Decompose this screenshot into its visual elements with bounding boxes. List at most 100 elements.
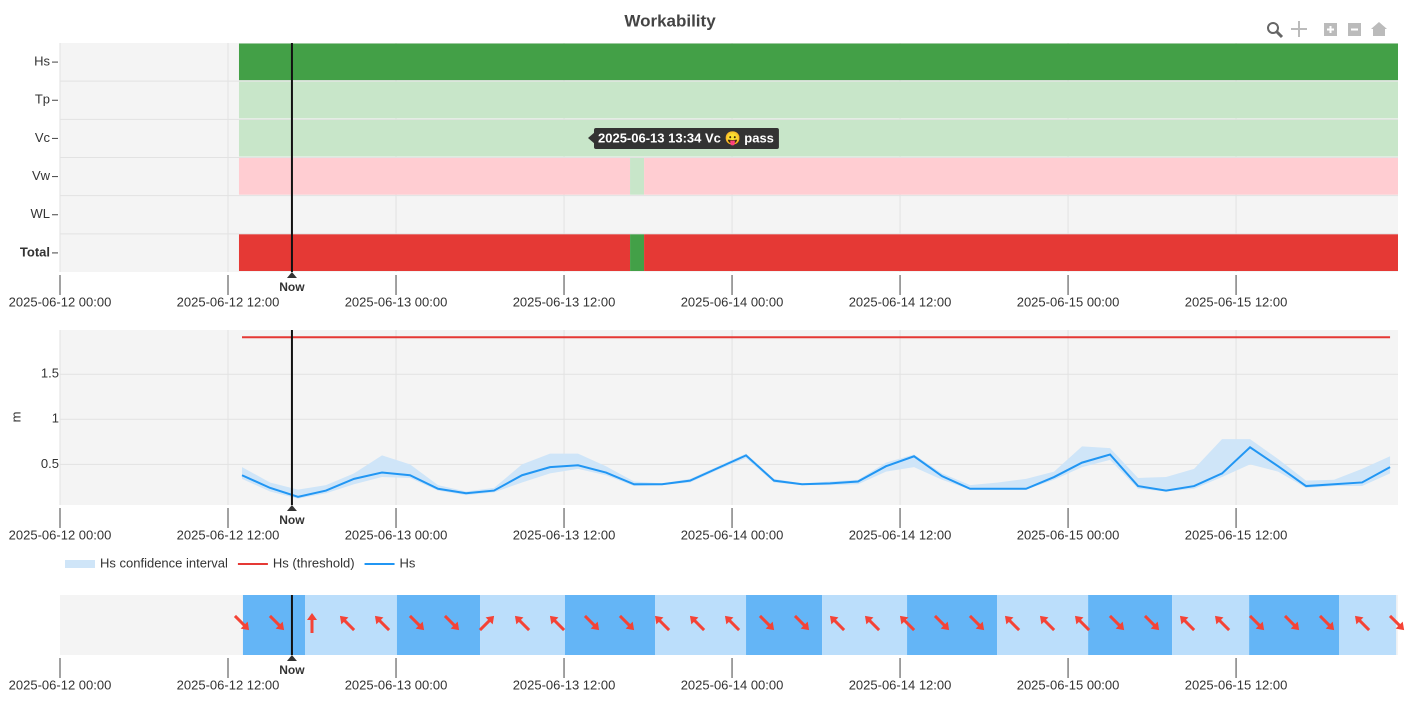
direction-arrow [689,615,706,632]
direction-arrow [968,614,985,631]
y-tick-label: 1 [52,411,59,426]
x-tick-label: 2025-06-13 00:00 [345,527,448,542]
x-tick-label: 2025-06-12 12:00 [177,527,280,542]
direction-arrow [1108,614,1125,631]
legend-label: Hs confidence interval [100,555,228,570]
arrow-shaft [618,614,632,628]
tooltip-pointer [588,132,595,144]
period-band [822,595,908,655]
status-segment [630,158,645,195]
arrow-shaft [1357,618,1371,632]
direction-arrow [514,615,531,632]
x-tick-label: 2025-06-13 12:00 [513,677,616,692]
x-tick-label: 2025-06-13 00:00 [345,294,448,309]
pan-button[interactable] [1291,21,1307,37]
tooltip: 2025-06-13 13:34 Vc 😛 pass [588,128,779,149]
direction-arrow [1143,614,1160,631]
arrow-head [1004,615,1014,625]
arrow-shaft [408,614,422,628]
arrow-shaft [1388,614,1402,628]
now-label: Now [279,280,305,294]
x-tick-label: 2025-06-15 12:00 [1185,294,1288,309]
arrow-shaft [1283,614,1297,628]
arrow-head [800,621,810,631]
direction-arrow [793,614,810,631]
direction-arrow [339,615,356,632]
arrow-head [940,621,950,631]
direction-arrow [899,615,916,632]
arrow-head [899,615,909,625]
arrow-shaft [1182,618,1196,632]
arrow-shaft [377,618,391,632]
x-tick-label: 2025-06-14 12:00 [849,677,952,692]
direction-arrow [478,615,495,632]
period-band [746,595,823,655]
reset-button[interactable] [1371,22,1387,36]
zoom-button[interactable] [1267,22,1284,39]
now-triangle [286,505,297,511]
x-tick-label: 2025-06-15 12:00 [1185,527,1288,542]
arrow-head [1325,621,1335,631]
status-segment [644,234,1398,271]
y-tick-label: Hs [34,54,50,69]
status-segment [238,81,1398,119]
arrow-shaft [1042,618,1056,632]
period-band [1172,595,1250,655]
arrow-head [765,621,775,631]
arrow-shaft [902,618,916,632]
arrow-head [514,615,524,625]
arrow-shaft [1143,614,1157,628]
arrow-shaft [268,614,282,628]
direction-arrow [1039,615,1056,632]
arrow-head [1179,615,1189,625]
direction-arrow [1283,614,1300,631]
zoom-out-button[interactable] [1348,23,1361,36]
status-segment [238,234,631,271]
arrow-shaft [968,614,982,628]
status-segment [238,158,631,195]
period-band [1088,595,1173,655]
arrow-shaft [832,618,846,632]
arrow-shaft [758,614,772,628]
arrow-head [307,613,318,620]
direction-arrow [408,614,425,631]
arrow-shaft [583,614,597,628]
direction-arrow [1179,615,1196,632]
arrow-head [654,615,664,625]
arrow-head [450,621,460,631]
x-tick-label: 2025-06-14 00:00 [681,527,784,542]
arrow-head [275,621,285,631]
arrow-shaft [1077,618,1091,632]
arrow-head [1354,615,1364,625]
direction-arrow [443,614,460,631]
status-segment [644,158,1398,195]
direction-arrow [618,614,635,631]
x-tick-label: 2025-06-15 00:00 [1017,677,1120,692]
arrow-head [829,615,839,625]
direction-arrow [374,615,391,632]
now-label: Now [279,513,305,527]
arrow-shaft [233,614,247,628]
tooltip-text: 2025-06-13 13:34 Vc 😛 pass [598,130,774,146]
arrow-head [975,621,985,631]
direction-arrow [1214,615,1231,632]
x-tick-label: 2025-06-15 00:00 [1017,527,1120,542]
x-tick-label: 2025-06-14 00:00 [681,294,784,309]
x-tick-label: 2025-06-12 00:00 [9,294,112,309]
arrow-head [485,615,495,625]
x-tick-label: 2025-06-12 12:00 [177,677,280,692]
arrow-head [1039,615,1049,625]
now-triangle [286,655,297,661]
direction-arrow [724,615,741,632]
arrow-head [415,621,425,631]
direction-arrow [1074,615,1091,632]
x-tick-label: 2025-06-13 12:00 [513,527,616,542]
direction-arrow [829,615,846,632]
direction-arrow [758,614,775,631]
arrow-shaft [1248,614,1262,628]
y-tick-label: Total [20,244,50,259]
x-tick-label: 2025-06-12 00:00 [9,527,112,542]
zoom-in-button[interactable] [1324,23,1337,36]
period-band [396,595,481,655]
page-title: Workability [624,11,716,30]
